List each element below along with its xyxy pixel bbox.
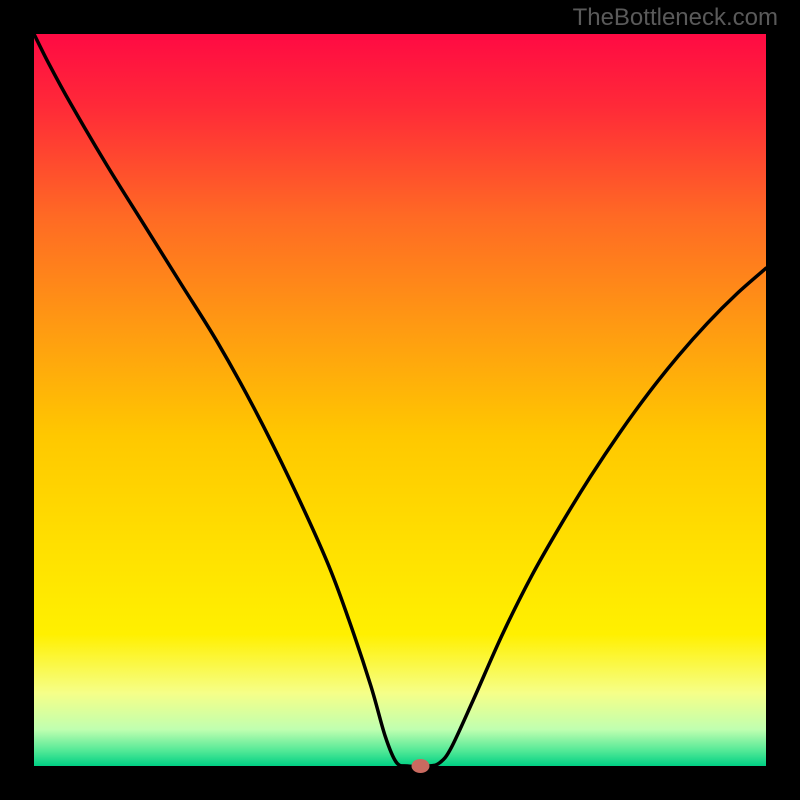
chart-frame: TheBottleneck.com	[0, 0, 800, 800]
minimum-marker	[411, 759, 429, 773]
plot-background	[34, 34, 766, 766]
bottleneck-chart	[0, 0, 800, 800]
watermark-text: TheBottleneck.com	[573, 4, 778, 32]
